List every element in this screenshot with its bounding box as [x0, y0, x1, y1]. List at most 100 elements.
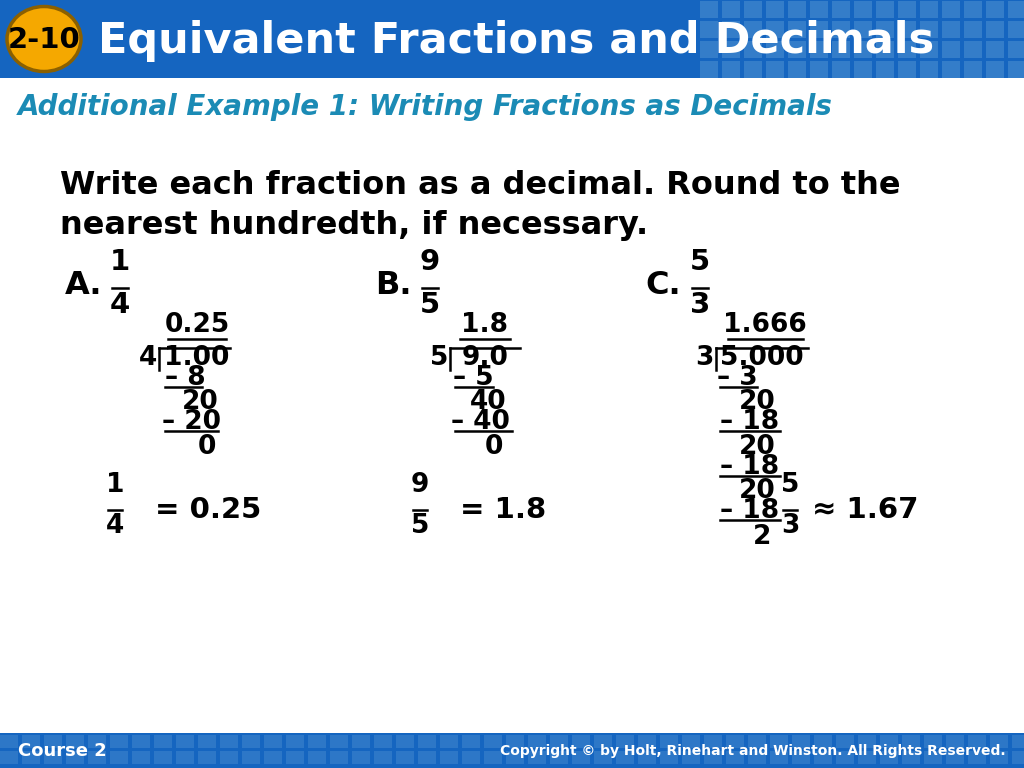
FancyBboxPatch shape [264, 751, 282, 764]
FancyBboxPatch shape [792, 735, 810, 748]
Text: ≈ 1.67: ≈ 1.67 [812, 496, 919, 524]
Text: Additional Example 1: Writing Fractions as Decimals: Additional Example 1: Writing Fractions … [18, 93, 833, 121]
FancyBboxPatch shape [1012, 735, 1024, 748]
FancyBboxPatch shape [744, 41, 762, 58]
FancyBboxPatch shape [880, 735, 898, 748]
FancyBboxPatch shape [810, 61, 828, 78]
FancyBboxPatch shape [902, 735, 920, 748]
FancyBboxPatch shape [876, 1, 894, 18]
Text: B.: B. [375, 270, 412, 300]
FancyBboxPatch shape [924, 735, 942, 748]
FancyBboxPatch shape [594, 751, 612, 764]
FancyBboxPatch shape [0, 735, 18, 748]
FancyBboxPatch shape [462, 751, 480, 764]
FancyBboxPatch shape [220, 751, 238, 764]
FancyBboxPatch shape [88, 751, 106, 764]
FancyBboxPatch shape [831, 41, 850, 58]
Text: Copyright © by Holt, Rinehart and Winston. All Rights Reserved.: Copyright © by Holt, Rinehart and Winsto… [501, 744, 1006, 758]
Text: – 3: – 3 [717, 365, 758, 391]
FancyBboxPatch shape [418, 735, 436, 748]
FancyBboxPatch shape [682, 735, 700, 748]
FancyBboxPatch shape [990, 751, 1008, 764]
FancyBboxPatch shape [831, 61, 850, 78]
FancyBboxPatch shape [110, 735, 128, 748]
FancyBboxPatch shape [22, 735, 40, 748]
Text: 4: 4 [110, 291, 130, 319]
FancyBboxPatch shape [1008, 41, 1024, 58]
FancyBboxPatch shape [902, 751, 920, 764]
FancyBboxPatch shape [744, 61, 762, 78]
FancyBboxPatch shape [352, 735, 370, 748]
FancyBboxPatch shape [682, 751, 700, 764]
FancyBboxPatch shape [396, 751, 414, 764]
FancyBboxPatch shape [132, 735, 150, 748]
Text: 1.00: 1.00 [164, 345, 229, 371]
Text: 0: 0 [198, 434, 216, 460]
FancyBboxPatch shape [836, 735, 854, 748]
FancyBboxPatch shape [638, 751, 656, 764]
FancyBboxPatch shape [242, 751, 260, 764]
FancyBboxPatch shape [330, 735, 348, 748]
FancyBboxPatch shape [506, 751, 524, 764]
Text: 1.666: 1.666 [723, 312, 807, 338]
FancyBboxPatch shape [744, 21, 762, 38]
FancyBboxPatch shape [964, 21, 982, 38]
Text: Write each fraction as a decimal. Round to the: Write each fraction as a decimal. Round … [60, 170, 900, 201]
FancyBboxPatch shape [876, 61, 894, 78]
FancyBboxPatch shape [942, 1, 961, 18]
FancyBboxPatch shape [898, 61, 916, 78]
Text: 4: 4 [105, 513, 124, 539]
FancyBboxPatch shape [572, 751, 590, 764]
FancyBboxPatch shape [572, 735, 590, 748]
Text: Course 2: Course 2 [18, 742, 106, 760]
Text: 0.25: 0.25 [165, 312, 229, 338]
FancyBboxPatch shape [831, 21, 850, 38]
FancyBboxPatch shape [1008, 61, 1024, 78]
FancyBboxPatch shape [176, 735, 194, 748]
FancyBboxPatch shape [110, 751, 128, 764]
Text: 1.8: 1.8 [462, 312, 509, 338]
FancyBboxPatch shape [946, 751, 964, 764]
FancyBboxPatch shape [964, 61, 982, 78]
FancyBboxPatch shape [700, 1, 718, 18]
FancyBboxPatch shape [88, 735, 106, 748]
FancyBboxPatch shape [920, 1, 938, 18]
FancyBboxPatch shape [506, 735, 524, 748]
FancyBboxPatch shape [44, 735, 62, 748]
FancyBboxPatch shape [1008, 1, 1024, 18]
FancyBboxPatch shape [924, 751, 942, 764]
FancyBboxPatch shape [528, 735, 546, 748]
FancyBboxPatch shape [176, 751, 194, 764]
FancyBboxPatch shape [700, 21, 718, 38]
FancyBboxPatch shape [942, 41, 961, 58]
FancyBboxPatch shape [0, 733, 1024, 768]
Text: C.: C. [645, 270, 681, 300]
FancyBboxPatch shape [876, 21, 894, 38]
FancyBboxPatch shape [810, 1, 828, 18]
FancyBboxPatch shape [946, 735, 964, 748]
FancyBboxPatch shape [814, 751, 831, 764]
Text: 20: 20 [181, 389, 218, 415]
FancyBboxPatch shape [594, 735, 612, 748]
FancyBboxPatch shape [968, 735, 986, 748]
Text: 9: 9 [420, 248, 440, 276]
FancyBboxPatch shape [990, 735, 1008, 748]
FancyBboxPatch shape [264, 735, 282, 748]
FancyBboxPatch shape [858, 735, 876, 748]
FancyBboxPatch shape [198, 751, 216, 764]
FancyBboxPatch shape [854, 21, 872, 38]
FancyBboxPatch shape [660, 735, 678, 748]
FancyBboxPatch shape [22, 751, 40, 764]
Text: = 1.8: = 1.8 [460, 496, 546, 524]
Text: – 18: – 18 [721, 409, 779, 435]
Text: – 5: – 5 [453, 365, 494, 391]
Text: 3: 3 [781, 513, 799, 539]
FancyBboxPatch shape [920, 21, 938, 38]
FancyBboxPatch shape [898, 41, 916, 58]
Text: = 0.25: = 0.25 [155, 496, 261, 524]
Text: 3: 3 [695, 345, 714, 371]
FancyBboxPatch shape [154, 735, 172, 748]
FancyBboxPatch shape [0, 0, 1024, 78]
Text: – 40: – 40 [451, 409, 509, 435]
FancyBboxPatch shape [638, 735, 656, 748]
